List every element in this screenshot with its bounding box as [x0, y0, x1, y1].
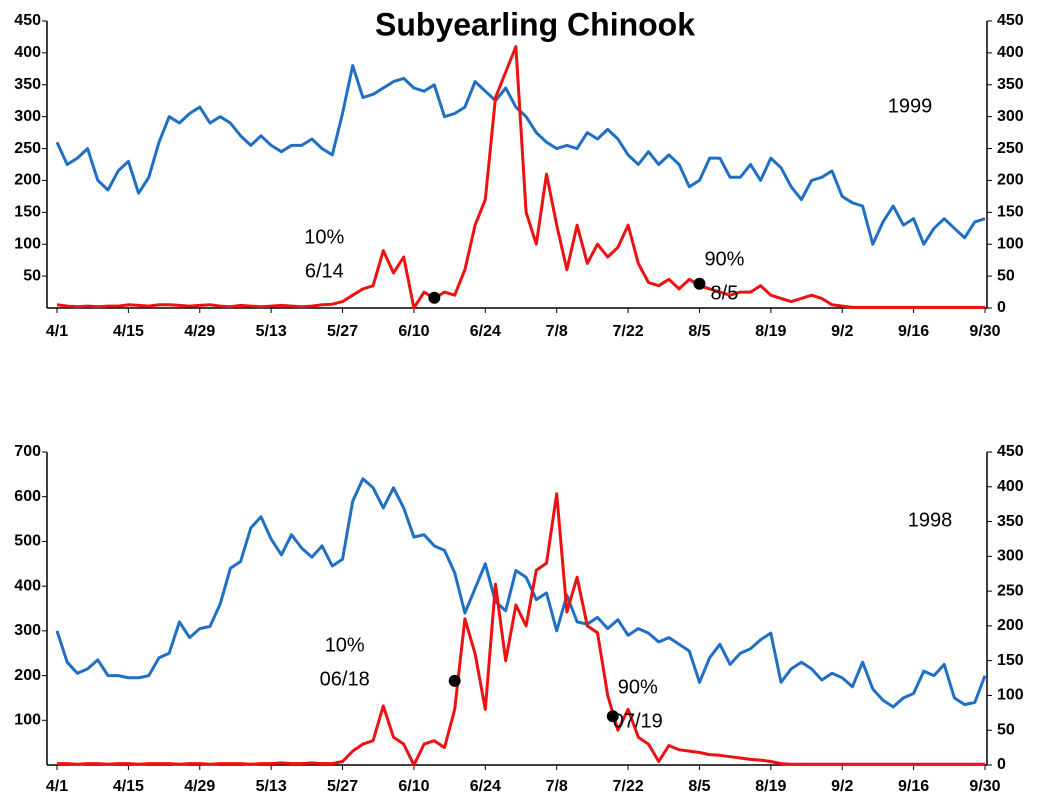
x-tick-label: 4/29	[184, 778, 215, 795]
x-tick-label: 9/30	[969, 323, 1000, 340]
y-tick-label: 700	[14, 443, 41, 460]
y2-tick-label: 200	[997, 172, 1024, 189]
y-tick-label: 100	[14, 235, 41, 252]
marker-dot	[693, 277, 706, 290]
y2-tick-label: 100	[997, 235, 1024, 252]
series-line	[56, 45, 985, 310]
y2-tick-label: 450	[997, 12, 1024, 29]
marker-dot	[606, 710, 619, 723]
x-tick-label: 7/22	[613, 778, 644, 795]
chart-title: Subyearling Chinook	[375, 6, 695, 42]
y-tick-label: 600	[14, 488, 41, 505]
x-tick-label: 8/5	[688, 778, 710, 795]
x-tick-label: 6/24	[470, 323, 501, 340]
x-tick-label: 5/27	[327, 778, 358, 795]
x-tick-label: 6/10	[398, 778, 429, 795]
x-tick-label: 9/2	[831, 323, 853, 340]
y-tick-label: 300	[14, 108, 41, 125]
y-tick-label: 350	[14, 76, 41, 93]
y2-tick-label: 100	[997, 687, 1024, 704]
marker-dot	[448, 674, 461, 687]
y2-tick-label: 250	[997, 140, 1024, 157]
y2-tick-label: 150	[997, 652, 1024, 669]
y2-tick-label: 150	[997, 204, 1024, 221]
annotation-date: 07/19	[613, 710, 663, 732]
x-tick-label: 8/19	[755, 778, 786, 795]
y2-tick-label: 0	[997, 756, 1006, 773]
y2-tick-label: 200	[997, 617, 1024, 634]
marker-dot	[428, 291, 441, 304]
annotation-date: 8/5	[711, 282, 739, 304]
annotation-percent: 10%	[304, 226, 344, 248]
series-line	[55, 64, 986, 246]
y2-tick-label: 50	[997, 267, 1015, 284]
x-tick-label: 9/30	[969, 778, 1000, 795]
series-line	[55, 477, 987, 709]
y-tick-label: 400	[14, 577, 41, 594]
panel-label: 1998	[908, 509, 953, 531]
annotation-date: 06/18	[320, 668, 370, 690]
y2-tick-label: 0	[997, 299, 1006, 316]
y-tick-label: 500	[14, 533, 41, 550]
y2-tick-label: 400	[997, 44, 1024, 61]
x-tick-label: 9/16	[898, 778, 929, 795]
x-tick-label: 7/22	[613, 323, 644, 340]
y2-tick-label: 450	[997, 443, 1024, 460]
y-tick-label: 400	[14, 44, 41, 61]
x-tick-label: 6/10	[398, 323, 429, 340]
x-tick-label: 7/8	[546, 323, 568, 340]
y-tick-label: 450	[14, 12, 41, 29]
y-tick-label: 150	[14, 204, 41, 221]
y2-tick-label: 350	[997, 76, 1024, 93]
x-tick-label: 5/13	[256, 323, 287, 340]
y2-tick-label: 300	[997, 548, 1024, 565]
annotation-percent: 90%	[618, 676, 658, 698]
x-tick-label: 4/1	[46, 323, 68, 340]
x-tick-label: 9/2	[831, 778, 853, 795]
x-tick-label: 5/27	[327, 323, 358, 340]
y2-tick-label: 50	[997, 721, 1015, 738]
x-tick-label: 4/29	[184, 323, 215, 340]
x-tick-label: 5/13	[256, 778, 287, 795]
y2-tick-label: 300	[997, 108, 1024, 125]
x-tick-label: 8/5	[688, 323, 710, 340]
x-tick-label: 4/1	[46, 778, 68, 795]
y-tick-label: 50	[23, 267, 41, 284]
annotation-percent: 90%	[704, 248, 744, 270]
y-tick-label: 250	[14, 140, 41, 157]
x-tick-label: 9/16	[898, 323, 929, 340]
y-tick-label: 300	[14, 622, 41, 639]
annotation-date: 6/14	[305, 260, 344, 282]
x-tick-label: 4/15	[113, 778, 144, 795]
y-tick-label: 100	[14, 712, 41, 729]
x-tick-label: 6/24	[470, 778, 501, 795]
x-tick-label: 8/19	[755, 323, 786, 340]
series-line	[57, 492, 985, 767]
x-tick-label: 4/15	[113, 323, 144, 340]
y-tick-label: 200	[14, 172, 41, 189]
y2-tick-label: 400	[997, 478, 1024, 495]
annotation-percent: 10%	[325, 634, 365, 656]
y2-tick-label: 350	[997, 513, 1024, 530]
y2-tick-label: 250	[997, 582, 1024, 599]
panel-label: 1999	[888, 95, 933, 117]
x-tick-label: 7/8	[546, 778, 568, 795]
y-tick-label: 200	[14, 667, 41, 684]
